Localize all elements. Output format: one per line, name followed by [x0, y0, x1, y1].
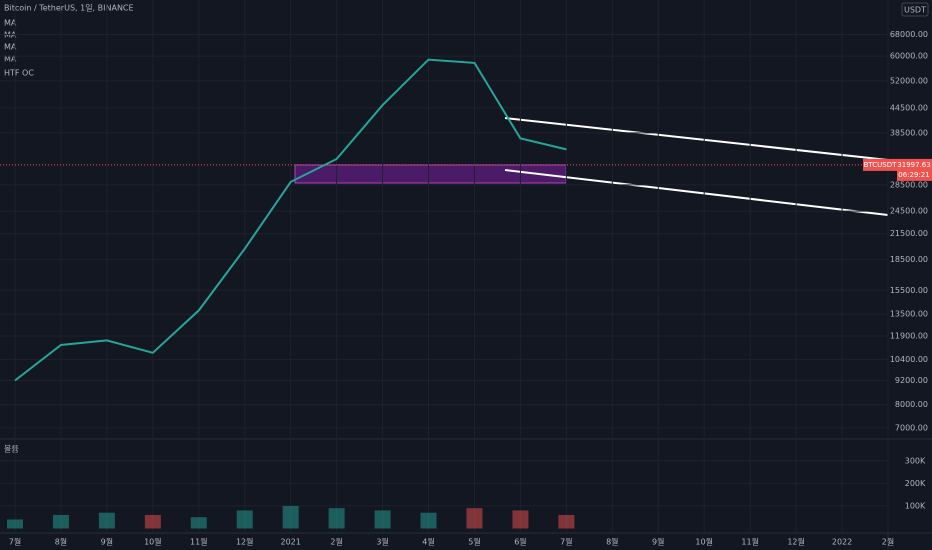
volume-bar	[512, 510, 529, 529]
y-tick-label: 24500.00	[890, 207, 928, 216]
last-price: 31997.63	[897, 161, 930, 169]
y-tick-label: 60000.00	[890, 52, 928, 61]
volume-bar	[466, 508, 483, 529]
y-tick-label: 15500.00	[890, 286, 928, 295]
indicator: MA	[4, 31, 17, 40]
x-tick-label: 2월	[330, 537, 342, 547]
y-tick-label: 13500.00	[890, 310, 928, 319]
volume-bar	[98, 512, 115, 529]
y-tick-label: 8000.00	[895, 400, 928, 409]
volume-bar	[420, 512, 437, 529]
volume-tick-label: 300K	[905, 456, 926, 465]
x-tick-label: 12월	[236, 537, 254, 547]
x-tick-label: 11월	[741, 537, 759, 547]
x-tick-label: 7월	[9, 537, 21, 547]
countdown: 06:29:21	[898, 171, 929, 179]
indicator: MA	[4, 19, 17, 28]
x-tick-label: 12월	[787, 537, 805, 547]
x-tick-label: 4월	[422, 537, 434, 547]
channel-line	[504, 169, 889, 216]
y-tick-label: 52000.00	[890, 76, 928, 85]
zone	[294, 164, 567, 184]
volume-bar	[558, 514, 575, 529]
indicator: MA	[4, 43, 17, 52]
x-tick-label: 2021	[281, 538, 301, 547]
y-tick-label: 11900.00	[890, 332, 928, 341]
x-tick-label: 9월	[652, 537, 664, 547]
y-tick-label: 18500.00	[890, 255, 928, 264]
y-tick-label: 9200.00	[895, 376, 928, 385]
price-line	[14, 58, 567, 382]
symbol: BTCUSDT	[864, 161, 898, 169]
symbol-box	[863, 158, 897, 171]
indicator: HTF OC	[4, 69, 34, 78]
volume-bar	[236, 510, 253, 529]
volume-tick-label: 100K	[905, 501, 926, 510]
volume-bar	[374, 510, 391, 529]
x-tick-label: 8월	[606, 537, 618, 547]
x-tick-label: 5월	[468, 537, 480, 547]
x-tick-label: 6월	[514, 537, 526, 547]
volume-bar	[52, 514, 69, 529]
y-tick-label: 10400.00	[890, 355, 928, 364]
x-tick-label: 10월	[144, 537, 162, 547]
y-tick-label: 38500.00	[890, 128, 928, 137]
indicator: MA	[4, 55, 17, 64]
volume-bar	[190, 517, 207, 529]
y-tick-label: 44500.00	[890, 103, 928, 112]
volume-tick-label: 200K	[905, 479, 926, 488]
x-tick-label: 11월	[190, 537, 208, 547]
x-tick-label: 3월	[376, 537, 388, 547]
volume-bar	[7, 519, 23, 529]
volume-title: 볼륨	[4, 444, 19, 454]
volume-bar	[282, 505, 299, 529]
price-box	[897, 158, 932, 181]
y-tick-label: 21500.00	[890, 229, 928, 238]
channel-line	[504, 117, 889, 161]
chart-title: Bitcoin / TetherUS, 1일, BINANCE	[4, 4, 134, 13]
volume-bar	[144, 514, 161, 529]
x-tick-label: 2022	[832, 538, 852, 547]
x-tick-label: 10월	[695, 537, 713, 547]
x-tick-label: 2월	[882, 537, 894, 547]
currency-box[interactable]	[901, 2, 929, 17]
x-tick-label: 9월	[101, 537, 113, 547]
x-tick-label: 7월	[560, 537, 572, 547]
currency[interactable]: USDT	[904, 6, 926, 15]
y-tick-label: 28500.00	[890, 180, 928, 189]
x-tick-label: 8월	[55, 537, 67, 547]
volume-bar	[328, 508, 345, 529]
y-tick-label: 68000.00	[890, 30, 928, 39]
y-tick-label: 7000.00	[895, 423, 928, 432]
